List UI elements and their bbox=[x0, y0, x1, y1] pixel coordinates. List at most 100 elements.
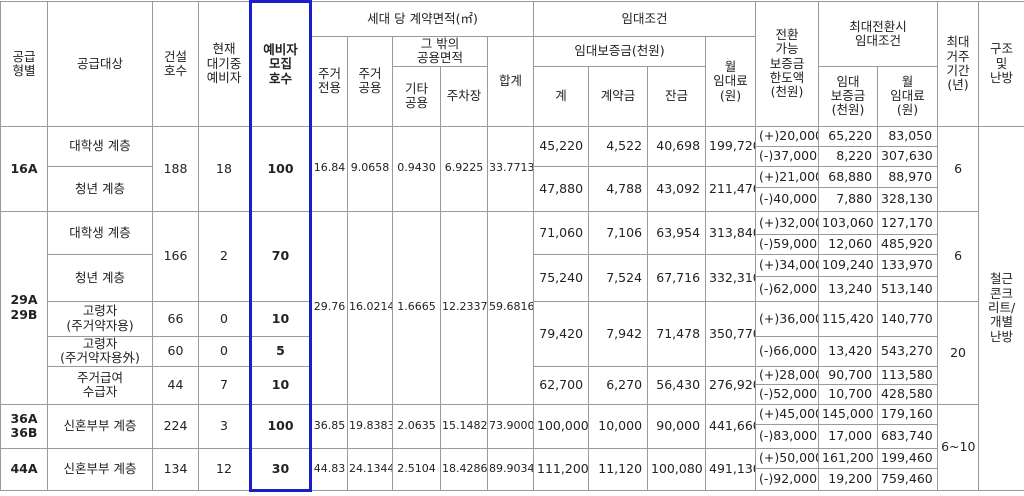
rent-value: 441,660 bbox=[705, 403, 757, 449]
rent-value: 10,000 bbox=[588, 403, 649, 449]
conversion-value: 428,580 bbox=[877, 383, 939, 405]
rent-value: 43,092 bbox=[647, 165, 707, 212]
supply-target: 대학생 계층 bbox=[47, 125, 153, 167]
construction-units: 134 bbox=[152, 447, 199, 491]
conversion-value: 90,700 bbox=[818, 365, 879, 385]
header-cell: 계 bbox=[533, 65, 590, 127]
header-cell: 최대전환시 임대조건 bbox=[818, 1, 939, 67]
table-row: 29A 29B 대학생 계층 166 2 70 29.76 16.0214 1.6665 12.… bbox=[0, 210, 1024, 405]
supply-target: 신혼부부 계층 bbox=[47, 447, 153, 491]
header-cell: 월 임대료 (원) bbox=[877, 65, 939, 127]
area-value: 24.1344 bbox=[347, 447, 393, 491]
construction-units: 66 bbox=[152, 300, 199, 337]
conversion-value: 759,460 bbox=[877, 467, 939, 491]
conversion-value: 485,920 bbox=[877, 233, 939, 255]
table-row: (-)62,000 13,240 513,140 bbox=[1, 275, 1024, 302]
rent-value: 62,700 bbox=[533, 365, 590, 405]
rent-value: 6,270 bbox=[588, 365, 649, 405]
conversion-value: (-)66,000 bbox=[755, 335, 820, 367]
table-row: 16A 대학생 계층 188 18 100 16.84 9.0658 0.9430 6.9225… bbox=[0, 125, 1024, 491]
rent-value: 75,240 bbox=[533, 253, 590, 302]
supply-target: 대학생 계층 bbox=[47, 210, 153, 255]
area-value: 59.6816 bbox=[486, 210, 535, 405]
supply-type: 44A bbox=[0, 447, 48, 491]
table-row: 주거 전용 주거 공용 그 밖의 공용면적 합계 임대보증금(천원) 월 임대료 (원) bbox=[1, 36, 1024, 127]
construction-units: 60 bbox=[152, 335, 199, 367]
area-value: 16.0214 bbox=[347, 210, 393, 405]
supply-target: 고령자 (주거약자용) bbox=[47, 300, 153, 337]
waiting-count: 18 bbox=[198, 125, 251, 212]
header-cell: 주차장 bbox=[440, 65, 488, 127]
conversion-value: (-)40,000 bbox=[755, 186, 820, 212]
conversion-value: 513,140 bbox=[877, 275, 939, 302]
header-cell: 월 임대료 (원) bbox=[705, 36, 757, 127]
area-value: 44.83 bbox=[310, 447, 348, 491]
header-cell: 잔금 bbox=[647, 65, 707, 127]
area-value: 6.9225 bbox=[440, 125, 488, 212]
conversion-value: (-)59,000 bbox=[755, 233, 820, 255]
conversion-value: (-)92,000 bbox=[755, 467, 820, 491]
table-row: (-)37,000 8,220 307,630 bbox=[1, 145, 1024, 167]
rent-value: 47,880 bbox=[533, 165, 590, 212]
header-cell: 임대 보증금 (천원) bbox=[818, 65, 879, 127]
conversion-value: 543,270 bbox=[877, 335, 939, 367]
supply-target: 청년 계층 bbox=[47, 165, 153, 212]
rent-value: 7,524 bbox=[588, 253, 649, 302]
rent-value: 79,420 bbox=[533, 300, 590, 367]
waiting-count: 0 bbox=[198, 335, 251, 367]
rent-value: 332,310 bbox=[705, 253, 757, 302]
conversion-value: 103,060 bbox=[818, 210, 879, 235]
supply-type: 29A 29B bbox=[0, 210, 48, 405]
table-row: 공급 형별 공급대상 건설 호수 현재 대기중 예비자 예비자 모집 호수 세대 당 계약… bbox=[0, 0, 1024, 127]
waiting-count: 3 bbox=[198, 403, 251, 449]
area-value: 19.8383 bbox=[347, 403, 393, 449]
conversion-value: 83,050 bbox=[877, 125, 939, 147]
header-cell: 공급대상 bbox=[47, 1, 153, 127]
header-cell: 현재 대기중 예비자 bbox=[198, 1, 251, 127]
waiting-count: 7 bbox=[198, 365, 251, 405]
max-period: 6 bbox=[937, 125, 980, 212]
table-row: 44A 신혼부부 계층 134 12 30 44.83 24.1344 2.5104 18.42… bbox=[0, 447, 1024, 492]
header-cell: 합계 bbox=[486, 36, 535, 127]
table-row: 36A 36B 신혼부부 계층 224 3 100 36.85 19.8383 2.0635 1… bbox=[0, 403, 1024, 491]
recruit-units: 10 bbox=[249, 365, 312, 405]
construction-units: 224 bbox=[152, 403, 199, 449]
conversion-value: (-)52,000 bbox=[755, 383, 820, 405]
conversion-value: 145,000 bbox=[818, 403, 879, 425]
waiting-count: 0 bbox=[198, 300, 251, 337]
conversion-value: (-)83,000 bbox=[755, 423, 820, 449]
conversion-value: 19,200 bbox=[818, 467, 879, 491]
waiting-count: 12 bbox=[198, 447, 251, 491]
conversion-value: 13,240 bbox=[818, 275, 879, 302]
rent-value: 11,120 bbox=[588, 447, 649, 491]
rent-value: 90,000 bbox=[647, 403, 707, 449]
rent-value: 313,840 bbox=[705, 210, 757, 255]
header-cell: 세대 당 계약면적(㎡) bbox=[309, 1, 535, 37]
supply-target: 고령자 (주거약자용外) bbox=[47, 335, 153, 367]
recruit-units: 10 bbox=[249, 300, 312, 337]
rent-value: 100,000 bbox=[533, 403, 590, 449]
table-row: 고령자 (주거약자용)6601079,4207,94271,478350,770… bbox=[1, 300, 1024, 405]
conversion-value: 113,580 bbox=[877, 365, 939, 385]
rent-value: 56,430 bbox=[647, 365, 707, 405]
conversion-value: 683,740 bbox=[877, 423, 939, 449]
area-value: 18.4286 bbox=[440, 447, 488, 491]
conversion-value: (+)34,000 bbox=[755, 253, 820, 277]
rent-value: 45,220 bbox=[533, 125, 590, 167]
conversion-value: 328,130 bbox=[877, 186, 939, 212]
area-value: 29.76 bbox=[310, 210, 348, 405]
conversion-value: 109,240 bbox=[818, 253, 879, 277]
recruit-units: 30 bbox=[249, 447, 312, 492]
conversion-value: 12,060 bbox=[818, 233, 879, 255]
construction-units: 188 bbox=[152, 125, 199, 212]
rent-value: 71,060 bbox=[533, 210, 590, 255]
recruit-units: 5 bbox=[249, 335, 312, 367]
construction-units: 44 bbox=[152, 365, 199, 405]
header-cell: 주거 공용 bbox=[347, 36, 393, 127]
table-row: 청년 계층 47,8804,78843,092211,470(+)21,00068… bbox=[1, 165, 1024, 212]
structure: 철근 콘크 리트/ 개별 난방 bbox=[978, 125, 1024, 491]
rent-value: 491,130 bbox=[705, 447, 757, 491]
